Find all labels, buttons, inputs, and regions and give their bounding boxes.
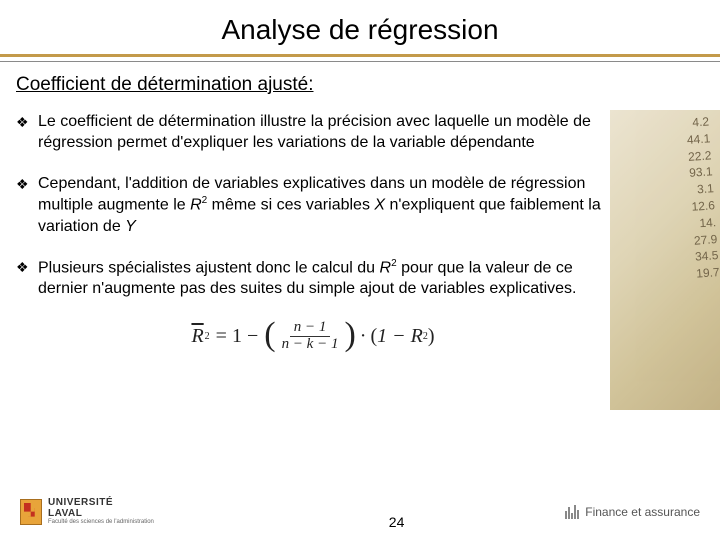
- bullet-2: ❖ Cependant, l'addition de variables exp…: [16, 174, 610, 238]
- formula-lhs-r: R: [191, 325, 203, 348]
- paren-open-icon: (: [264, 321, 275, 348]
- bullet-2-text: Cependant, l'addition de variables expli…: [38, 174, 610, 238]
- formula: R2 = 1 − ( n − 1 n − k − 1 ) · (1 − R2): [16, 320, 610, 353]
- shield-icon: [20, 499, 42, 525]
- department-logo: Finance et assurance: [565, 505, 700, 519]
- decorative-numbers-image: 4.244.122.293.13.112.614.27.934.519.7: [610, 110, 720, 410]
- formula-fraction: n − 1 n − k − 1: [278, 320, 343, 353]
- formula-tail: 1 − R: [377, 325, 423, 348]
- university-logo: UNIVERSITÉ LAVAL Faculté des sciences de…: [20, 498, 154, 525]
- paren-close-icon: ): [344, 321, 355, 348]
- slide: Analyse de régression Coefficient de dét…: [0, 0, 720, 540]
- bullet-1: ❖ Le coefficient de détermination illust…: [16, 112, 610, 154]
- subtitle: Coefficient de détermination ajusté:: [0, 74, 720, 112]
- bullet-3: ❖ Plusieurs spécialistes ajustent donc l…: [16, 257, 610, 300]
- diamond-bullet-icon: ❖: [16, 257, 38, 276]
- paren2-open-icon: (: [370, 325, 377, 348]
- bullet-3-text: Plusieurs spécialistes ajustent donc le …: [38, 257, 610, 300]
- university-text: UNIVERSITÉ LAVAL Faculté des sciences de…: [48, 498, 154, 525]
- formula-equals: = 1 −: [216, 325, 259, 348]
- university-line2: LAVAL: [48, 509, 154, 520]
- department-text: Finance et assurance: [585, 505, 700, 519]
- diamond-bullet-icon: ❖: [16, 112, 38, 131]
- formula-numerator: n − 1: [290, 320, 331, 337]
- faculty-line: Faculté des sciences de l'administration: [48, 519, 154, 525]
- slide-title: Analyse de régression: [0, 0, 720, 54]
- footer: UNIVERSITÉ LAVAL Faculté des sciences de…: [0, 492, 720, 532]
- page-number: 24: [389, 514, 405, 530]
- title-divider-thin: [0, 61, 720, 62]
- formula-lhs-sup: 2: [205, 331, 210, 342]
- formula-dot: ·: [360, 325, 367, 348]
- title-divider: [0, 54, 720, 57]
- diamond-bullet-icon: ❖: [16, 174, 38, 193]
- bullet-1-text: Le coefficient de détermination illustre…: [38, 112, 610, 154]
- bars-icon: [565, 505, 579, 519]
- formula-denominator: n − k − 1: [278, 337, 343, 353]
- paren2-close-icon: ): [428, 325, 435, 348]
